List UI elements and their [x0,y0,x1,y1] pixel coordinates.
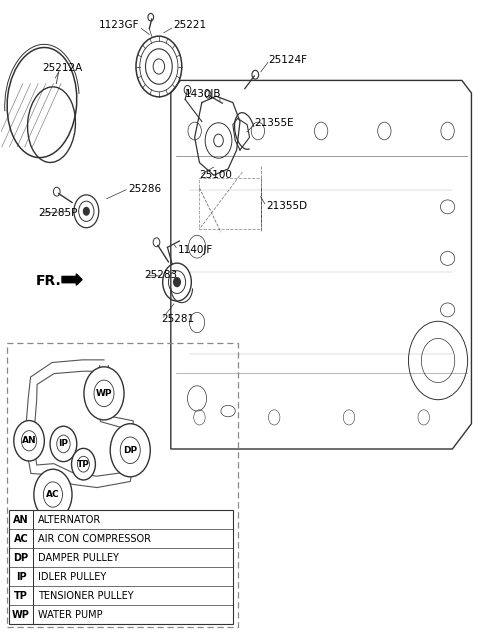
Text: WP: WP [96,389,112,398]
Text: AN: AN [13,515,29,525]
Circle shape [84,367,124,420]
Text: DP: DP [13,552,28,563]
Text: ALTERNATOR: ALTERNATOR [38,515,101,525]
Text: 1123GF: 1123GF [99,20,140,30]
Text: 1430JB: 1430JB [184,90,221,99]
Text: IDLER PULLEY: IDLER PULLEY [38,572,107,582]
Text: WATER PUMP: WATER PUMP [38,610,103,620]
Text: 25221: 25221 [173,20,206,30]
Text: AC: AC [46,490,60,499]
Text: DP: DP [123,446,137,455]
Text: 21355D: 21355D [266,201,307,211]
Text: 25286: 25286 [128,184,161,194]
Circle shape [34,469,72,520]
Text: 25283: 25283 [144,270,178,280]
Text: TP: TP [77,460,90,469]
Circle shape [84,208,89,215]
Text: TP: TP [14,591,28,601]
Circle shape [110,424,150,477]
Circle shape [14,420,44,461]
Text: AC: AC [13,534,28,544]
Text: FR.: FR. [36,274,61,288]
Text: AIR CON COMPRESSOR: AIR CON COMPRESSOR [38,534,151,544]
Text: WP: WP [12,610,30,620]
Text: IP: IP [59,439,69,448]
Text: 25124F: 25124F [269,55,308,65]
Text: 25100: 25100 [199,170,232,180]
Text: 25281: 25281 [161,314,194,324]
Bar [7,343,238,627]
Circle shape [72,448,96,480]
Text: 25212A: 25212A [42,63,82,73]
Text: AN: AN [22,436,36,445]
Circle shape [50,426,77,462]
Text: TENSIONER PULLEY: TENSIONER PULLEY [38,591,134,601]
Text: 21355E: 21355E [254,117,294,128]
Circle shape [174,277,180,286]
Text: 1140JF: 1140JF [178,245,213,255]
Bar [9,511,233,624]
Text: IP: IP [16,572,26,582]
FancyArrow shape [62,274,82,285]
Text: DAMPER PULLEY: DAMPER PULLEY [38,552,119,563]
Text: 25285P: 25285P [38,208,78,218]
